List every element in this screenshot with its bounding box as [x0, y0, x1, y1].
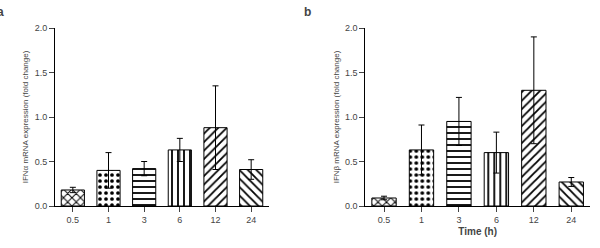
- svg-text:24: 24: [246, 215, 256, 225]
- svg-text:1: 1: [419, 215, 424, 225]
- svg-text:0.5: 0.5: [35, 157, 48, 167]
- svg-text:0.5: 0.5: [345, 157, 358, 167]
- svg-text:IFNβ mRNA expression (fold cha: IFNβ mRNA expression (fold change): [332, 50, 341, 183]
- svg-text:0.5: 0.5: [378, 215, 391, 225]
- svg-text:6: 6: [494, 215, 499, 225]
- svg-text:0.5: 0.5: [67, 215, 80, 225]
- svg-text:a: a: [0, 5, 4, 19]
- svg-text:2.0: 2.0: [35, 23, 48, 33]
- svg-text:3: 3: [456, 215, 461, 225]
- svg-text:3: 3: [142, 215, 147, 225]
- svg-text:12: 12: [529, 215, 539, 225]
- svg-text:1.5: 1.5: [345, 68, 358, 78]
- svg-text:0.0: 0.0: [35, 201, 48, 211]
- svg-text:1.0: 1.0: [35, 112, 48, 122]
- svg-text:0.0: 0.0: [345, 201, 358, 211]
- svg-text:2.0: 2.0: [345, 23, 358, 33]
- svg-text:24: 24: [566, 215, 576, 225]
- svg-text:b: b: [304, 5, 311, 19]
- svg-text:Time (h): Time (h): [458, 226, 497, 237]
- svg-text:1: 1: [106, 215, 111, 225]
- svg-text:12: 12: [210, 215, 220, 225]
- svg-text:1.0: 1.0: [345, 112, 358, 122]
- svg-text:1.5: 1.5: [35, 68, 48, 78]
- svg-text:6: 6: [177, 215, 182, 225]
- svg-text:IFNα mRNA expression (fold cha: IFNα mRNA expression (fold change): [21, 50, 30, 183]
